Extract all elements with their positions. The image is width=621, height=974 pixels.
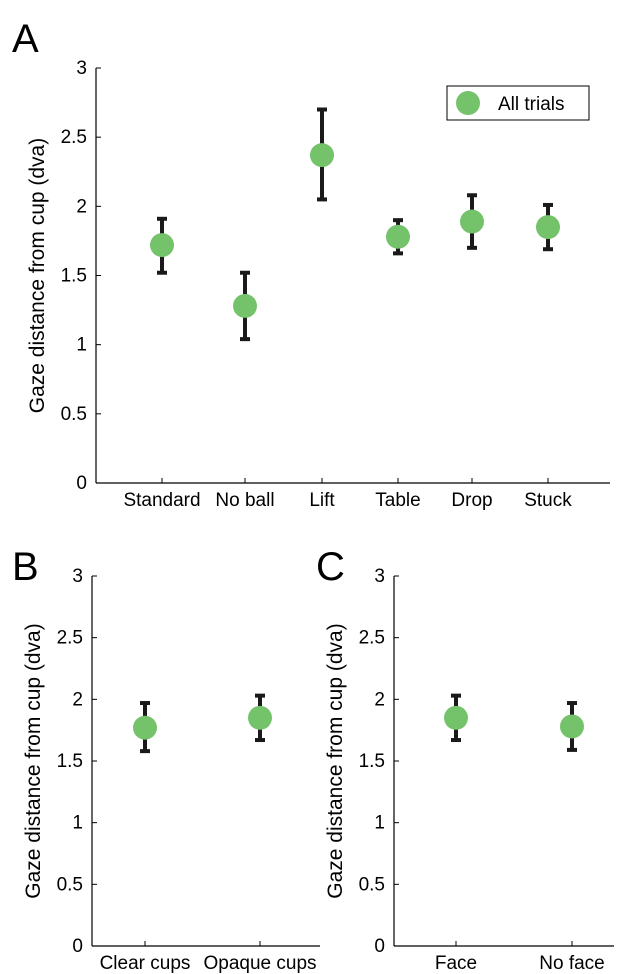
y-tick-label: 2	[374, 689, 385, 710]
y-tick-label: 2.5	[57, 628, 83, 649]
y-tick-label: 2	[76, 196, 87, 217]
y-tick-label: 0.5	[57, 874, 83, 895]
x-tick-label: No face	[539, 953, 604, 974]
x-tick-label: Table	[375, 490, 420, 511]
x-tick-label: Standard	[123, 490, 200, 511]
x-tick-label: Clear cups	[100, 953, 191, 974]
panel-b: B 0 0.5 1 1.5 2 2.5 3 Gaze distance from cup (dv…	[12, 545, 320, 974]
y-tick-label: 1	[374, 813, 385, 834]
data-point	[248, 705, 272, 730]
panel-letter: A	[12, 17, 39, 61]
data-point	[133, 715, 157, 740]
x-tick-label: Opaque cups	[203, 953, 316, 974]
y-tick-label: 0	[374, 936, 385, 957]
legend-marker	[456, 91, 480, 115]
y-tick-label: 0.5	[359, 874, 385, 895]
x-tick-label: Drop	[451, 490, 492, 511]
y-tick-label: 0.5	[61, 404, 87, 425]
data-point	[560, 714, 584, 739]
data-point	[233, 293, 257, 318]
data-point	[310, 143, 334, 168]
y-axis-label: Gaze distance from cup (dva)	[22, 623, 45, 898]
y-tick-label: 1.5	[61, 266, 87, 287]
y-tick-label: 1	[76, 335, 87, 356]
legend-label: All trials	[498, 94, 565, 115]
y-tick-label: 1	[72, 813, 83, 834]
legend: All trials	[446, 85, 590, 121]
y-tick-label: 1.5	[57, 751, 83, 772]
panel-a: A 0 0.5 1 1.5 2 2.5 3 Gaze distance from cup (dv…	[12, 17, 610, 511]
y-axis-label: Gaze distance from cup (dva)	[324, 623, 347, 898]
y-tick-label: 3	[76, 58, 87, 79]
x-tick-label: Stuck	[524, 490, 572, 511]
data-point	[150, 233, 174, 258]
data-point	[536, 215, 560, 240]
panel-c: C 0 0.5 1 1.5 2 2.5 3 Gaze distance from cup (dv…	[316, 545, 614, 974]
panel-letter: B	[12, 545, 39, 589]
x-tick-label: No ball	[215, 490, 274, 511]
panel-letter: C	[316, 545, 345, 589]
y-tick-label: 3	[72, 566, 83, 587]
y-axis-label: Gaze distance from cup (dva)	[26, 138, 49, 413]
data-point	[444, 705, 468, 730]
y-tick-label: 2.5	[61, 127, 87, 148]
y-tick-label: 1.5	[359, 751, 385, 772]
data-point	[460, 209, 484, 234]
x-tick-label: Lift	[309, 490, 335, 511]
x-tick-label: Face	[435, 953, 477, 974]
y-tick-label: 2	[72, 689, 83, 710]
data-point	[386, 224, 410, 249]
y-tick-label: 3	[374, 566, 385, 587]
y-tick-label: 0	[72, 936, 83, 957]
y-tick-label: 0	[76, 473, 87, 494]
y-tick-label: 2.5	[359, 628, 385, 649]
